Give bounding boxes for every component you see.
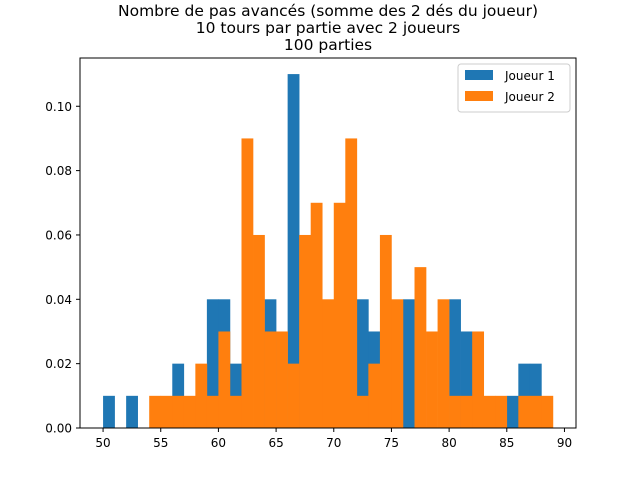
x-tick-label: 75 — [384, 436, 399, 450]
bar-series-2-bin-4 — [195, 363, 208, 428]
bar-series-2-bin-18 — [356, 395, 369, 428]
bars-layer — [103, 74, 554, 428]
bar-series-2-bin-2 — [172, 395, 185, 428]
bar-series-2-bin-26 — [449, 395, 461, 428]
bar-series-2-bin-19 — [368, 363, 381, 428]
bar-series-2-bin-3 — [183, 395, 196, 428]
bar-series-1-bin-22 — [356, 299, 369, 428]
bar-series-2-bin-17 — [345, 138, 358, 428]
x-axis: 50 55 60 65 70 75 80 85 90 — [95, 428, 572, 450]
bar-series-2-bin-33 — [529, 395, 542, 428]
bar-series-2-bin-28 — [472, 331, 485, 428]
bar-series-2-bin-24 — [426, 331, 438, 428]
y-tick-label: 0.06 — [45, 228, 72, 242]
bar-series-2-bin-10 — [264, 331, 277, 428]
bar-series-2-bin-8 — [241, 138, 254, 428]
bar-series-2-bin-6 — [218, 331, 231, 428]
bar-series-1-bin-26 — [402, 299, 415, 428]
bar-series-2-bin-34 — [541, 395, 554, 428]
bar-series-2-bin-21 — [391, 299, 404, 428]
bar-series-1-bin-35 — [506, 395, 519, 428]
bar-series-2-bin-32 — [518, 395, 531, 428]
bar-series-2-bin-13 — [299, 234, 311, 428]
x-tick-label: 90 — [557, 436, 572, 450]
bar-series-1-bin-2 — [126, 395, 138, 428]
bar-series-2-bin-15 — [322, 299, 335, 428]
x-tick-label: 60 — [211, 436, 226, 450]
bar-series-2-bin-5 — [206, 395, 219, 428]
y-axis: 0.00 0.02 0.04 0.06 0.08 0.10 — [45, 100, 80, 436]
legend-swatch-joueur-1 — [465, 70, 493, 80]
x-tick-label: 70 — [326, 436, 341, 450]
bar-series-1-bin-37 — [529, 363, 542, 428]
bar-series-2-bin-12 — [287, 363, 300, 428]
y-tick-label: 0.10 — [45, 100, 72, 114]
plot-frame — [79, 57, 577, 429]
chart-title-line-1: Nombre de pas avancés (somme des 2 dés d… — [118, 2, 538, 20]
y-tick-label: 0.00 — [45, 422, 72, 436]
bar-series-2-bin-1 — [160, 395, 173, 428]
bar-series-1-bin-11 — [229, 363, 242, 428]
legend: Joueur 1 Joueur 2 — [457, 63, 571, 113]
bar-series-2-bin-9 — [253, 234, 265, 428]
y-tick-label: 0.08 — [45, 164, 72, 178]
bar-series-1-bin-6 — [172, 363, 185, 428]
bar-series-1-bin-9 — [206, 299, 219, 428]
bar-series-2-bin-20 — [379, 234, 392, 428]
legend-swatch-joueur-2 — [465, 91, 493, 101]
x-tick-label: 80 — [441, 436, 456, 450]
y-tick-label: 0.04 — [45, 293, 72, 307]
bar-series-2-bin-11 — [276, 331, 288, 428]
bar-series-2-bin-30 — [495, 395, 508, 428]
bar-series-1-bin-30 — [449, 299, 461, 428]
legend-label-joueur-2: Joueur 2 — [504, 90, 555, 104]
chart-title-line-3: 100 parties — [284, 36, 372, 54]
bar-series-1-bin-0 — [103, 395, 115, 428]
x-tick-label: 85 — [499, 436, 514, 450]
bar-series-2-bin-14 — [310, 202, 323, 428]
legend-label-joueur-1: Joueur 1 — [504, 69, 555, 83]
x-tick-label: 65 — [268, 436, 283, 450]
bar-series-2-bin-7 — [229, 395, 242, 428]
x-tick-label: 50 — [95, 436, 110, 450]
bar-series-2-bin-23 — [414, 267, 427, 428]
bar-series-2-bin-16 — [333, 202, 346, 428]
bar-series-2-bin-0 — [149, 395, 162, 428]
bar-series-1-bin-31 — [460, 331, 473, 428]
x-tick-label: 55 — [153, 436, 168, 450]
bar-series-1-bin-36 — [518, 363, 531, 428]
bar-series-1-bin-16 — [287, 74, 300, 428]
y-tick-label: 0.02 — [45, 357, 72, 371]
bar-series-2-bin-27 — [460, 395, 473, 428]
bar-series-2-bin-25 — [437, 299, 450, 428]
bar-series-2-bin-29 — [483, 395, 496, 428]
chart-title-line-2: 10 tours par partie avec 2 joueurs — [196, 19, 460, 37]
